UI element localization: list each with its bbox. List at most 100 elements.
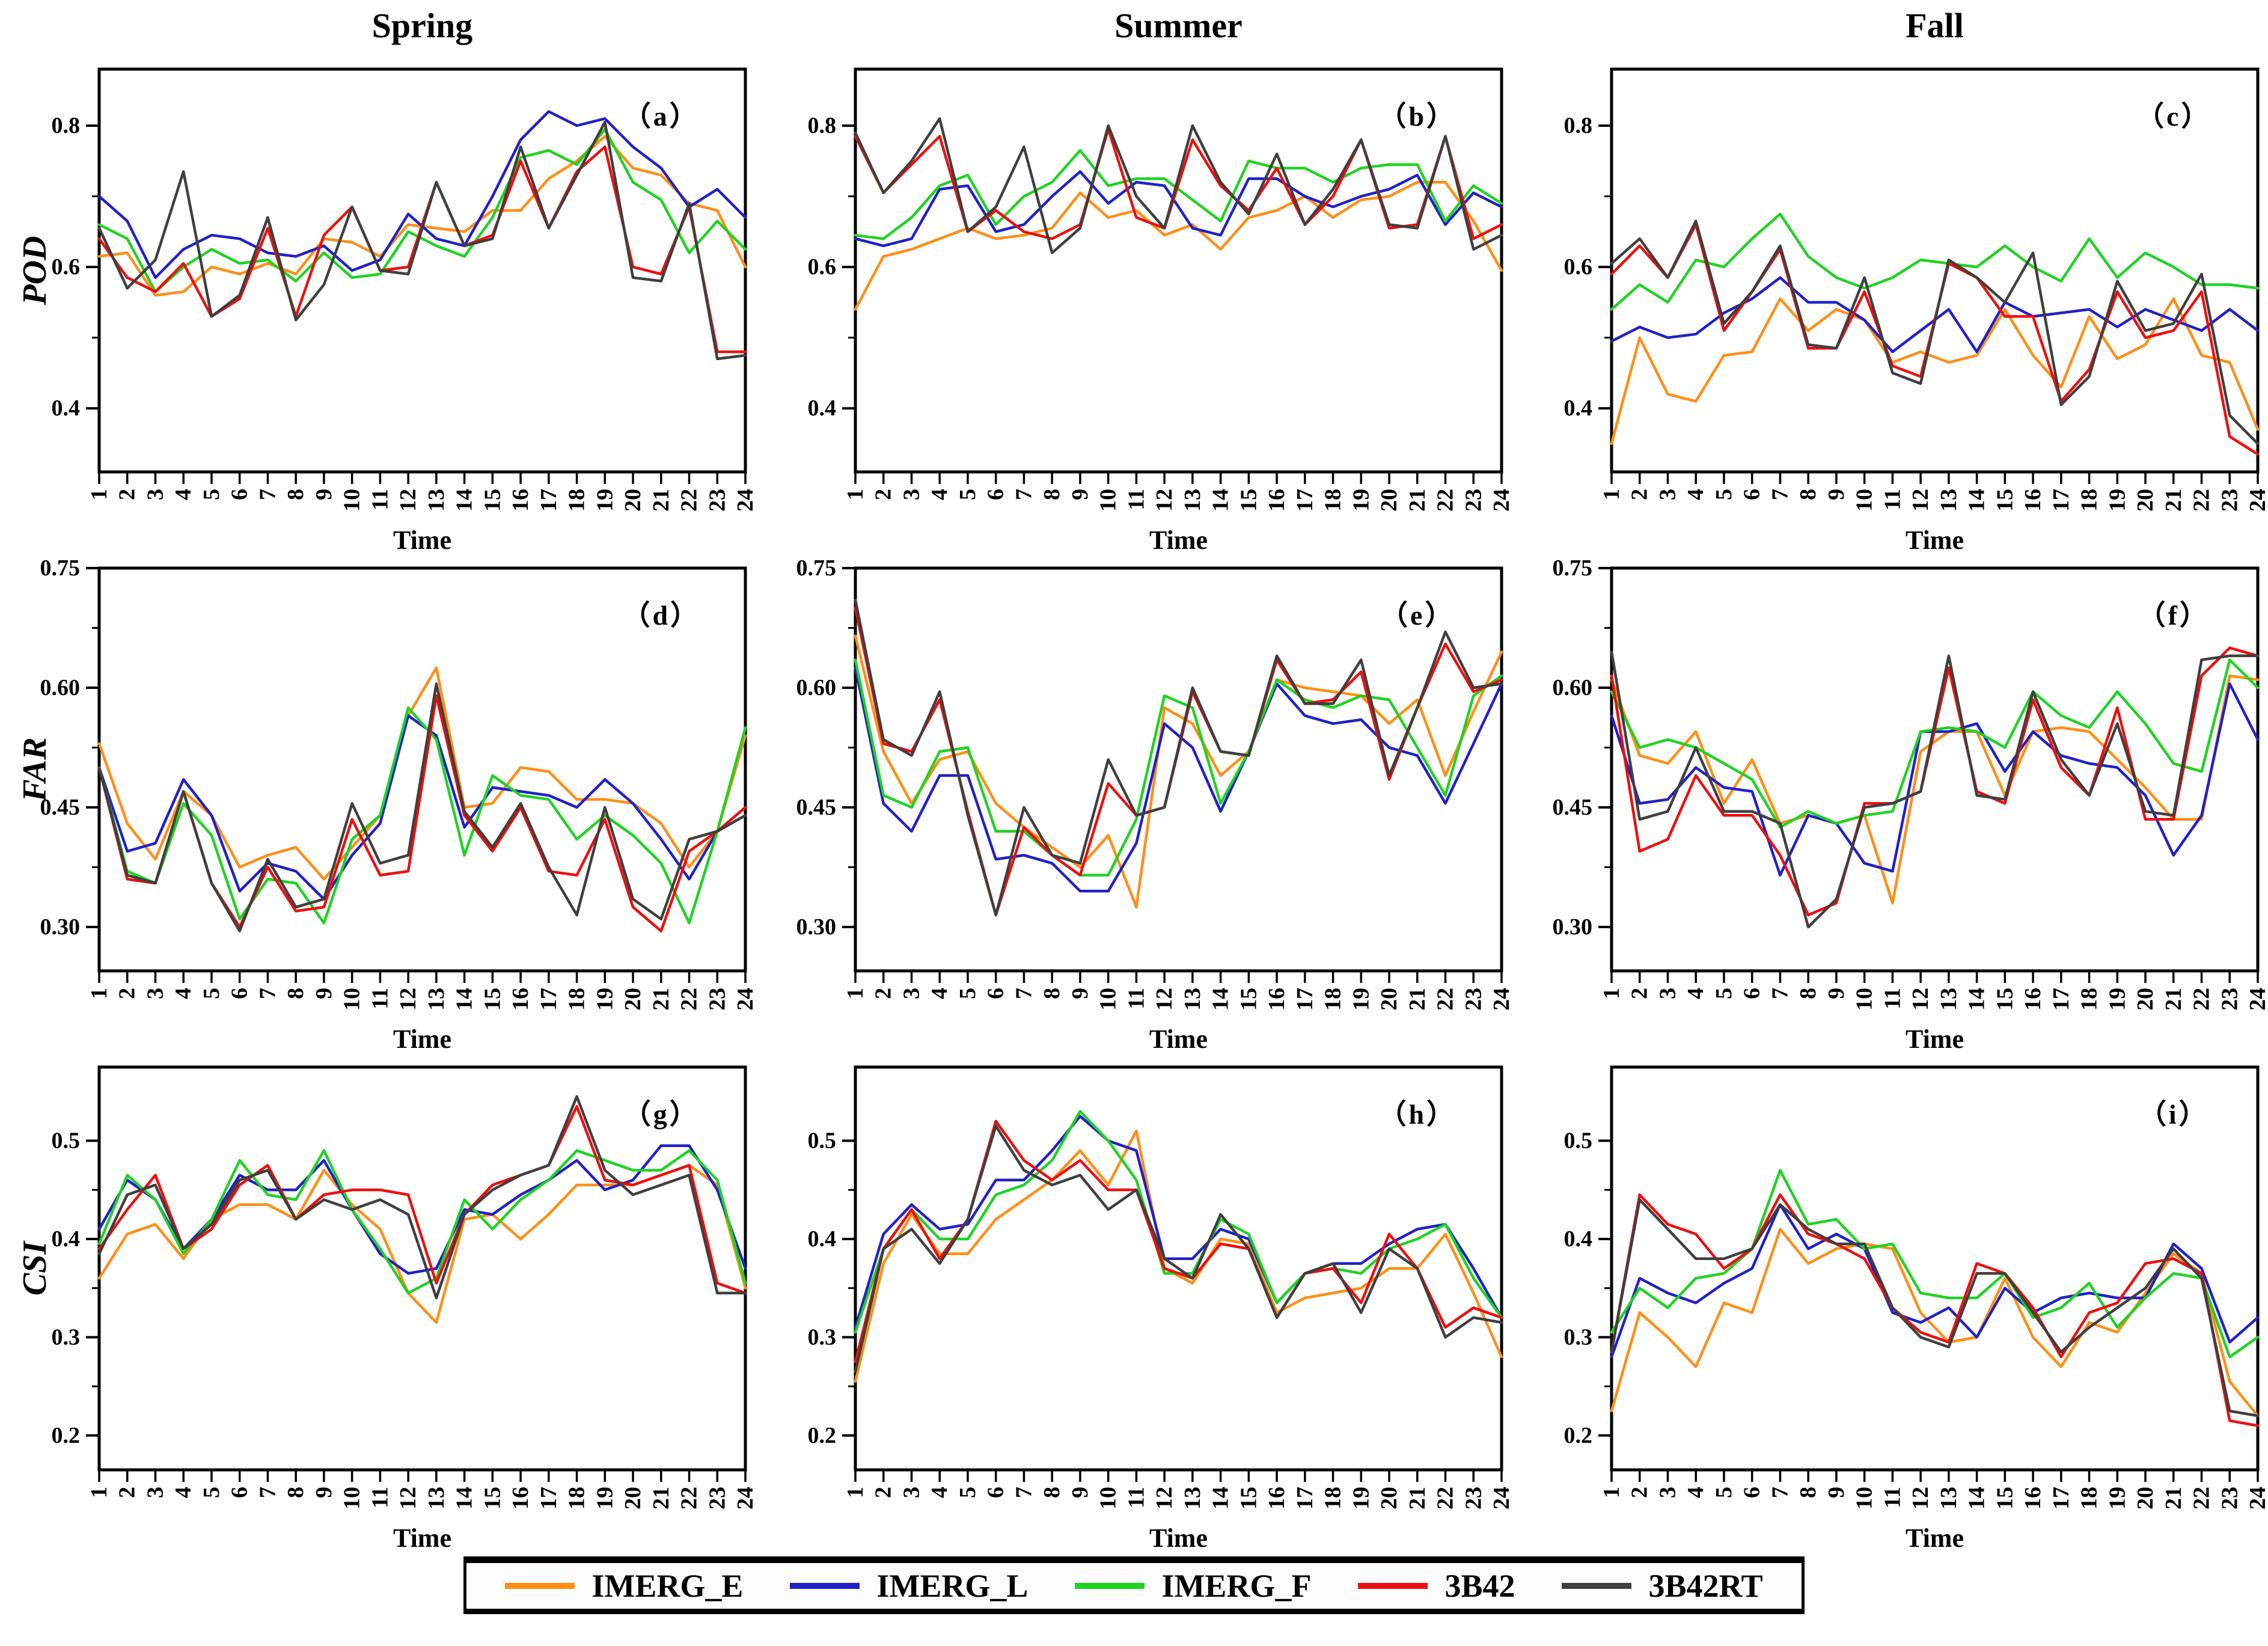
x-tick-label: 15 xyxy=(480,988,505,1011)
x-tick-label: 8 xyxy=(1039,988,1065,999)
x-tick-label: 16 xyxy=(508,489,533,512)
x-tick-label: 18 xyxy=(1321,489,1346,512)
legend-label-3B42: 3B42 xyxy=(1444,1568,1515,1604)
x-tick-label: 3 xyxy=(142,988,168,999)
legend-box: IMERG_E IMERG_L IMERG_F 3B42 3B42RT xyxy=(463,1556,1805,1614)
x-tick-label: 15 xyxy=(1236,1487,1261,1510)
x-tick-label: 8 xyxy=(1796,1487,1821,1498)
x-tick-label: 5 xyxy=(955,489,980,500)
x-tick-label: 19 xyxy=(1348,988,1374,1011)
x-tick-label: 14 xyxy=(1208,988,1233,1011)
panel-g-spring-csi: 0.20.30.40.51 2 3 4 5 6 7 8 9 10 11 12 13 14 15 16 17 18 1… xyxy=(16,1065,756,1548)
legend-item-IMERG_F: IMERG_F xyxy=(1075,1570,1311,1602)
column-title-spring: Spring xyxy=(371,6,473,45)
panel-b-summer-pod: 0.40.60.81 2 3 4 5 6 7 8 9 10 11 12 13 14 15 16 17 18 19 20… xyxy=(808,67,1512,550)
x-axis-title: Time xyxy=(393,1024,451,1049)
x-tick-label: 1 xyxy=(1599,489,1624,500)
y-tick-label: 0.3 xyxy=(52,1324,81,1350)
x-tick-label: 13 xyxy=(424,489,449,512)
x-tick-label: 3 xyxy=(899,988,924,999)
x-tick-label: 16 xyxy=(1264,1487,1289,1510)
series-line-IMERG_F xyxy=(1610,1169,2260,1359)
x-tick-label: 6 xyxy=(1740,489,1765,500)
x-tick-label: 12 xyxy=(1152,1487,1177,1510)
x-tick-label: 23 xyxy=(1461,489,1486,512)
x-tick-label: 18 xyxy=(1321,1487,1346,1510)
x-tick-label: 2 xyxy=(115,489,140,500)
y-tick-label: 0.60 xyxy=(796,675,837,700)
x-tick-label: 17 xyxy=(536,988,561,1011)
x-tick-label: 7 xyxy=(1767,1487,1793,1498)
x-tick-label: 12 xyxy=(396,988,421,1011)
panel-d-spring-far: 0.300.450.600.751 2 3 4 5 6 7 8 9 10 11 12 13 14 15 16 1… xyxy=(16,555,756,1049)
x-tick-label: 4 xyxy=(1683,1487,1708,1498)
series-line-IMERG_F xyxy=(97,127,747,293)
series-line-3B42 xyxy=(1610,646,2260,917)
column-title-summer: Summer xyxy=(1114,6,1243,45)
series-line-3B42RT xyxy=(854,117,1503,254)
column-titles-row: Spring Summer Fall xyxy=(0,0,2268,51)
legend-row: IMERG_E IMERG_L IMERG_F 3B42 3B42RT xyxy=(0,1548,2268,1646)
y-tick-label: 0.2 xyxy=(1564,1423,1593,1448)
x-tick-label: 4 xyxy=(1683,489,1708,500)
series-line-3B42RT xyxy=(97,1095,747,1300)
series-line-3B42RT xyxy=(1610,219,2260,445)
x-tick-label: 17 xyxy=(536,1487,561,1510)
x-tick-label: 24 xyxy=(733,489,756,512)
plot-box xyxy=(854,1065,1503,1472)
panel-letter: （h） xyxy=(1378,1099,1456,1130)
x-tick-label: 22 xyxy=(677,988,702,1011)
plot-box xyxy=(97,67,747,474)
x-tick-label: 8 xyxy=(1039,489,1065,500)
y-tick-label: 0.4 xyxy=(52,396,81,421)
x-tick-label: 19 xyxy=(592,489,617,512)
legend-line-swatch-3B42RT xyxy=(1562,1583,1632,1589)
x-tick-label: 17 xyxy=(1292,988,1318,1011)
x-tick-label: 5 xyxy=(955,988,980,999)
x-tick-label: 5 xyxy=(199,1487,224,1498)
panel-h-summer-csi: 0.20.30.40.51 2 3 4 5 6 7 8 9 10 11 12 13 14 15 16 17 18 1… xyxy=(808,1065,1512,1548)
panel-letter: （c） xyxy=(2136,101,2211,132)
x-tick-label: 4 xyxy=(927,489,952,500)
x-tick-label: 8 xyxy=(283,988,308,999)
x-tick-label: 20 xyxy=(1377,988,1402,1011)
x-tick-label: 8 xyxy=(283,489,308,500)
x-tick-label: 23 xyxy=(1461,1487,1486,1510)
x-tick-label: 22 xyxy=(2189,988,2215,1011)
legend-label-IMERG_L: IMERG_L xyxy=(876,1568,1029,1604)
x-tick-label: 24 xyxy=(733,988,756,1011)
y-tick-label: 0.30 xyxy=(796,914,837,940)
y-tick-label: 0.4 xyxy=(1564,396,1593,421)
y-axis-title-csi: CSI xyxy=(16,1240,53,1296)
x-tick-label: 1 xyxy=(1599,1487,1624,1498)
x-tick-label: 4 xyxy=(1683,988,1708,999)
x-tick-label: 10 xyxy=(1096,988,1121,1011)
x-tick-label: 1 xyxy=(1599,988,1624,999)
x-tick-label: 17 xyxy=(1292,489,1318,512)
panel-letter: （d） xyxy=(622,600,700,631)
x-tick-label: 22 xyxy=(677,1487,702,1510)
x-tick-label: 16 xyxy=(2020,1487,2046,1510)
series-line-IMERG_L xyxy=(854,170,1503,248)
x-tick-label: 23 xyxy=(2217,1487,2242,1510)
x-tick-label: 13 xyxy=(424,1487,449,1510)
x-tick-label: 6 xyxy=(227,1487,252,1498)
panel-grid: 0.4 0.6 0.8 1 2 3 4 5 6 7 8 9 10 11 12 13 14 15 16 17 18 19 20… xyxy=(0,51,2268,1548)
legend-label-IMERG_F: IMERG_F xyxy=(1161,1568,1312,1604)
legend-line-swatch-IMERG_L xyxy=(790,1583,860,1589)
series-line-3B42 xyxy=(97,145,747,353)
x-tick-label: 15 xyxy=(1236,988,1261,1011)
x-tick-label: 23 xyxy=(1461,988,1486,1011)
x-tick-label: 20 xyxy=(620,489,646,512)
x-tick-label: 12 xyxy=(396,1487,421,1510)
series-line-3B42 xyxy=(854,607,1503,917)
x-tick-label: 23 xyxy=(705,1487,730,1510)
x-tick-label: 3 xyxy=(142,1487,168,1498)
x-tick-label: 12 xyxy=(396,489,421,512)
x-tick-label: 12 xyxy=(1908,489,1933,512)
series-line-IMERG_L xyxy=(97,714,747,901)
x-tick-label: 10 xyxy=(1852,988,1877,1011)
x-tick-label: 20 xyxy=(620,988,646,1011)
x-tick-label: 17 xyxy=(1292,1487,1318,1510)
plot-box xyxy=(854,566,1503,973)
